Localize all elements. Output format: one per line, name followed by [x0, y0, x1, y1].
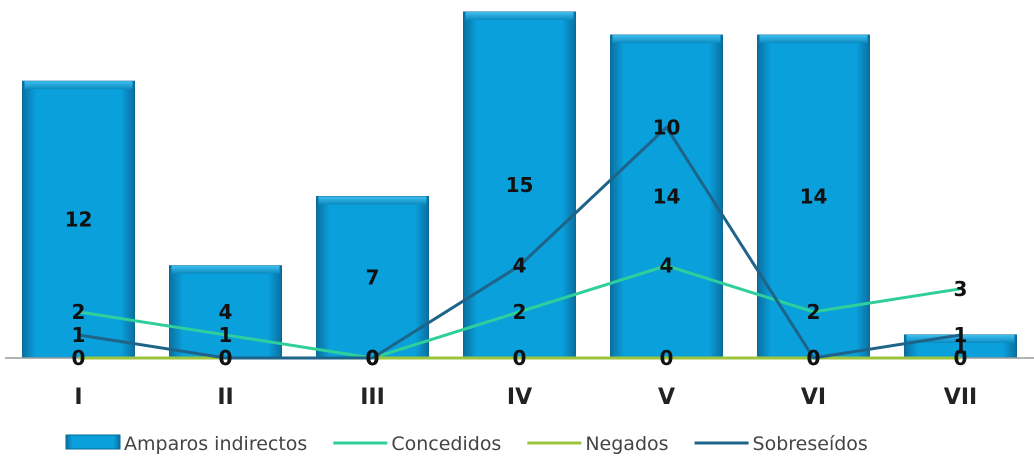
line-value-label: 0	[219, 346, 233, 370]
line-value-label: 1	[954, 323, 968, 347]
bar	[169, 265, 282, 359]
line-value-label: 0	[366, 346, 380, 370]
bar-value-label: 1	[954, 334, 968, 358]
series-line	[78, 125, 961, 360]
line-value-label: 3	[954, 277, 968, 301]
bar-top	[318, 196, 427, 205]
line-value-label: 4	[660, 254, 674, 278]
bar-body	[757, 34, 870, 359]
line-value-label: 0	[72, 346, 86, 370]
bar-top	[171, 265, 280, 274]
category-label: III	[360, 385, 385, 410]
series-line	[78, 264, 961, 360]
bar	[22, 80, 135, 359]
bar-body	[169, 265, 282, 359]
bar-top	[759, 35, 868, 44]
line-value-label: 0	[513, 346, 527, 370]
legend: Amparos indirectos Concedidos Negados Sobre…	[65, 433, 868, 455]
line-value-label: 0	[807, 346, 821, 370]
legend-label: Sobreseídos	[753, 433, 868, 455]
bar	[316, 196, 429, 359]
category-label: I	[74, 385, 82, 410]
bar	[757, 34, 870, 359]
bar-body	[22, 80, 135, 359]
bar-top	[24, 81, 133, 90]
bar-value-label: 15	[506, 173, 534, 197]
line-value-label: 0	[660, 346, 674, 370]
legend-label: Amparos indirectos	[124, 433, 307, 455]
category-label: IV	[507, 385, 532, 410]
bar-value-label: 14	[800, 185, 828, 209]
category-labels: I II III IV V VI VII	[74, 385, 977, 410]
category-label: V	[658, 385, 675, 410]
legend-label: Negados	[585, 433, 668, 455]
category-label: II	[217, 385, 233, 410]
line-value-label: 1	[72, 323, 86, 347]
bar-top	[465, 12, 574, 20]
category-label: VII	[944, 385, 977, 410]
legend-item: Sobreseídos	[694, 433, 868, 455]
line-value-label: 2	[513, 300, 527, 324]
line-value-label: 1	[219, 323, 233, 347]
legend-item: Negados	[527, 433, 669, 455]
bar-value-label: 4	[219, 300, 233, 324]
bar-value-label: 12	[65, 208, 93, 232]
bar-value-label: 14	[653, 185, 681, 209]
bar-top	[612, 35, 721, 44]
line-value-label: 0	[366, 346, 380, 370]
bar-top	[906, 334, 1015, 343]
line-value-label: 0	[807, 346, 821, 370]
line-value-label: 4	[513, 254, 527, 278]
line-value-label: 0	[219, 346, 233, 370]
legend-label: Concedidos	[391, 433, 501, 455]
legend-item: Amparos indirectos	[65, 433, 307, 455]
line-value-label: 2	[72, 300, 86, 324]
line-value-label: 0	[954, 346, 968, 370]
legend-swatch	[65, 434, 121, 450]
lines-layer	[78, 125, 961, 360]
legend-item: Concedidos	[333, 433, 501, 455]
line-value-label: 2	[807, 300, 821, 324]
line-value-label: 0	[366, 346, 380, 370]
line-value-label: 10	[653, 115, 681, 139]
bar-value-label: 7	[366, 265, 380, 289]
category-label: VI	[801, 385, 826, 410]
